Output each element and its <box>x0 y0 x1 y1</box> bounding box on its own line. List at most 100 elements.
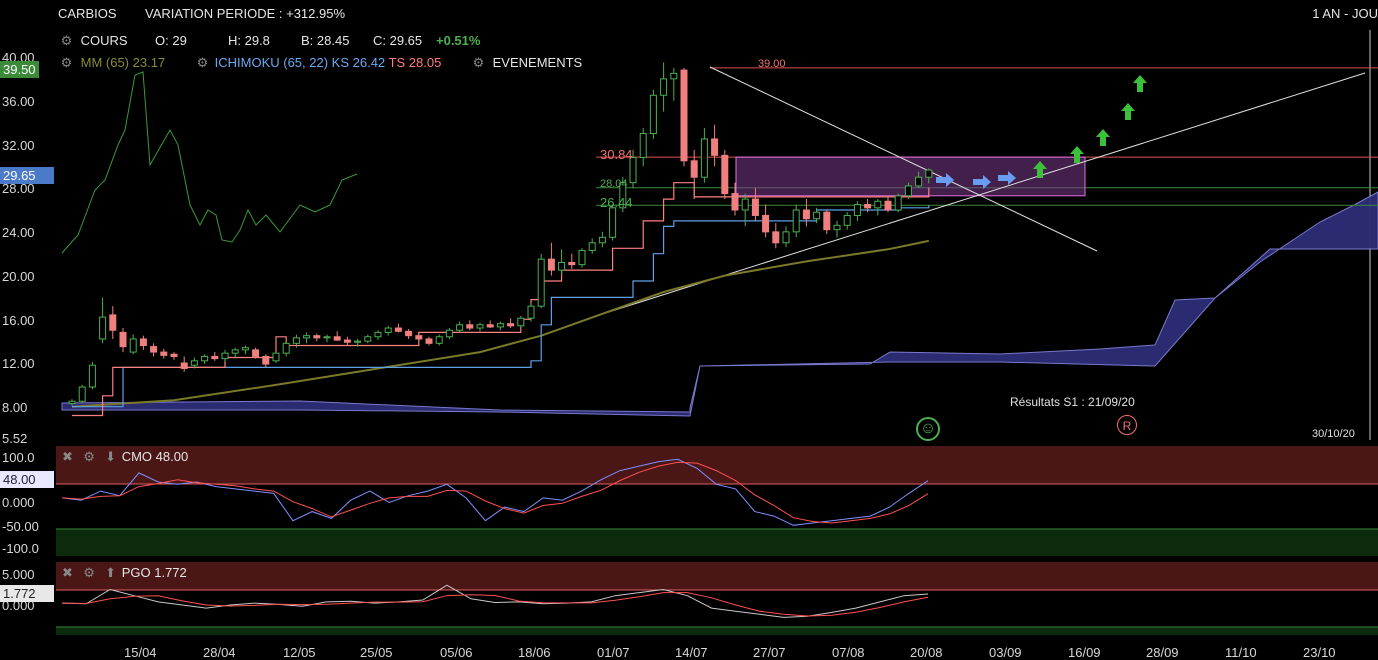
cmo-tick-label: -50.00 <box>2 519 39 534</box>
arrow-up-icon[interactable]: ⬆ <box>105 565 117 580</box>
date-tick-label: 07/08 <box>832 645 865 660</box>
mm-label: MM (65) 23.17 <box>80 55 166 70</box>
candle-body <box>578 249 586 266</box>
candle-body <box>741 198 749 211</box>
candle-body <box>343 339 351 343</box>
candle-body <box>394 327 402 332</box>
close-icon[interactable]: ✖ <box>62 565 73 580</box>
candle-body <box>303 335 311 339</box>
price-tick-label: 5.52 <box>2 431 28 446</box>
blue-arrow-right <box>973 175 991 189</box>
date-tick-label: 27/07 <box>753 645 786 660</box>
candle-body <box>435 336 443 344</box>
candle-body <box>139 338 147 347</box>
candle-body <box>405 330 413 337</box>
candle-body <box>568 261 576 266</box>
pgo-badge: 1.772 <box>0 585 54 602</box>
mm65-line <box>71 239 930 408</box>
smiley-icon[interactable]: ☺ <box>916 417 940 441</box>
gear-icon[interactable]: ⚙ <box>472 55 485 70</box>
pgo-oversold-band <box>56 627 1378 635</box>
candle-body <box>456 324 464 331</box>
green-arrow-up <box>1133 75 1147 92</box>
candle-body <box>833 224 841 231</box>
chikou-line <box>61 71 358 254</box>
candle-body <box>721 154 729 195</box>
candle-body <box>639 133 647 159</box>
price-tick-label: 36.00 <box>2 94 35 109</box>
arrow-down-icon[interactable]: ⬇ <box>105 449 117 464</box>
high-value: H: 29.8 <box>228 33 270 48</box>
pgo-value: 1.772 <box>154 565 187 580</box>
gear-icon[interactable]: ⚙ <box>83 565 95 580</box>
candle-body <box>180 362 188 369</box>
candle-body <box>904 185 912 197</box>
results-marker[interactable]: R <box>1117 415 1137 435</box>
candle-body <box>374 331 382 338</box>
candle-body <box>670 72 678 80</box>
candle-body <box>762 214 770 233</box>
candle-body <box>364 336 372 342</box>
gear-icon[interactable]: ⚙ <box>83 449 95 464</box>
candle-body <box>221 352 229 360</box>
events-legend[interactable]: ⚙ EVENEMENTS <box>472 55 583 70</box>
cmo-tick-label: 0.000 <box>2 495 35 510</box>
candle-body <box>384 327 392 333</box>
candle-body <box>660 78 668 96</box>
candle-body <box>252 349 260 357</box>
date-tick-label: 01/07 <box>597 645 630 660</box>
candle-body <box>445 329 453 338</box>
cmo-oversold-band <box>56 529 1378 556</box>
close-value: C: 29.65 <box>373 33 423 48</box>
period-selector[interactable]: 1 AN - JOU <box>1312 6 1378 21</box>
green-arrow-up <box>1096 129 1110 146</box>
candle-body <box>313 335 321 339</box>
candle-body <box>190 360 198 366</box>
candle-body <box>211 355 219 360</box>
date-tick-label: 16/09 <box>1068 645 1101 660</box>
ks-line <box>72 205 930 408</box>
close-icon[interactable]: ✖ <box>62 449 73 464</box>
candle-body <box>792 209 800 233</box>
price-tick-label: 12.00 <box>2 356 35 371</box>
date-tick-label: 03/09 <box>989 645 1022 660</box>
candle-body <box>802 209 810 220</box>
candle-body <box>272 352 280 362</box>
date-tick-label: 05/06 <box>440 645 473 660</box>
ks-label: KS 26.42 <box>331 55 386 70</box>
candle-body <box>476 324 484 329</box>
candle-body <box>813 211 821 220</box>
date-tick-label: 15/04 <box>124 645 157 660</box>
candle-body <box>864 204 872 209</box>
candle-body <box>619 182 627 209</box>
date-tick-label: 23/10 <box>1303 645 1336 660</box>
date-tick-label: 25/05 <box>360 645 393 660</box>
ichimoku-legend: ⚙ ICHIMOKU (65, 22) KS 26.42 TS 28.05 <box>196 55 442 70</box>
gear-icon[interactable]: ⚙ <box>60 55 73 70</box>
candle-body <box>517 317 525 327</box>
candle-body <box>415 335 423 340</box>
candle-body <box>231 349 239 354</box>
candle-body <box>547 258 555 271</box>
cours-label: COURS <box>80 33 128 48</box>
ts-label: TS 28.05 <box>388 55 442 70</box>
candle-body <box>486 324 494 328</box>
cmo-value: 48.00 <box>155 449 189 464</box>
last-price-badge: 29.65 <box>0 167 54 184</box>
date-tick-label: 11/10 <box>1225 645 1257 660</box>
open-value: O: 29 <box>155 33 187 48</box>
green-arrow-up <box>1033 161 1047 178</box>
downtrend-line <box>709 66 1098 252</box>
blue-arrow-right <box>998 171 1016 185</box>
candle-body <box>894 195 902 211</box>
cmo-line <box>61 458 929 526</box>
high-price-badge: 39.50 <box>0 61 39 78</box>
gear-icon[interactable]: ⚙ <box>60 33 73 48</box>
gear-icon[interactable]: ⚙ <box>196 55 209 70</box>
cours-legend: ⚙ COURS <box>60 33 128 48</box>
level-3084-label: 30.84 <box>600 147 633 162</box>
cmo-tick-label: 100.0 <box>2 450 35 465</box>
candle-body <box>700 138 708 178</box>
candle-body <box>78 386 86 402</box>
